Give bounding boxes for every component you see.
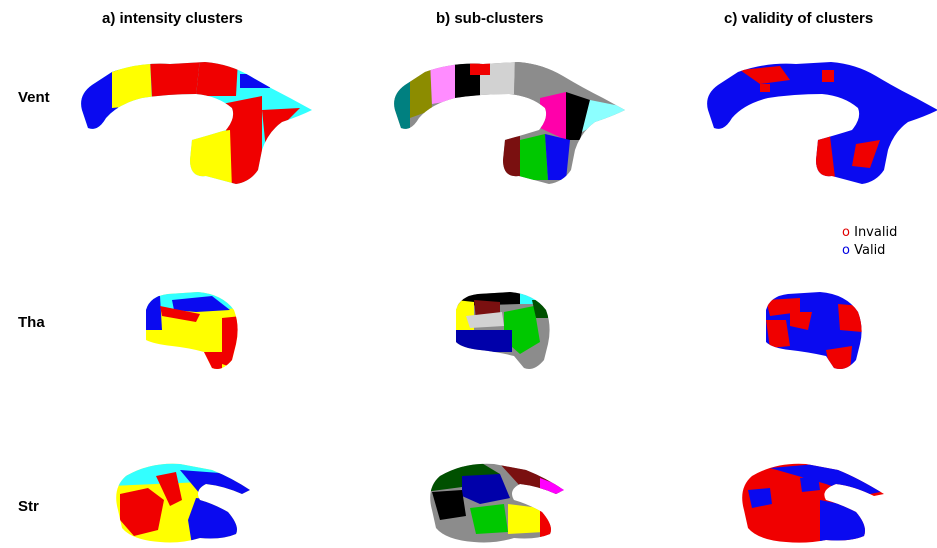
legend-label-valid: Valid [854, 243, 886, 258]
legend: o Invalid o Valid [842, 224, 897, 260]
legend-marker-invalid: o [842, 225, 850, 240]
row-label-str: Str [18, 498, 39, 515]
legend-item-valid: o Valid [842, 242, 897, 260]
column-title-subclusters: b) sub-clusters [436, 10, 544, 27]
legend-item-invalid: o Invalid [842, 224, 897, 242]
legend-marker-valid: o [842, 243, 850, 258]
legend-label-invalid: Invalid [854, 225, 898, 240]
column-title-validity: c) validity of clusters [724, 10, 874, 27]
column-title-intensity: a) intensity clusters [102, 10, 243, 27]
row-label-vent: Vent [18, 89, 50, 106]
row-label-tha: Tha [18, 314, 45, 331]
